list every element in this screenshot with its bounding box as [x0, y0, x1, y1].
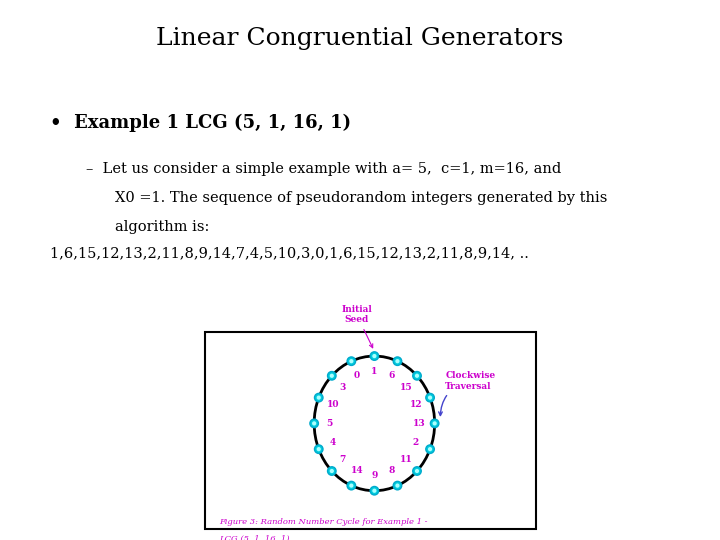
Circle shape [315, 393, 323, 402]
Text: 9: 9 [372, 471, 377, 480]
Text: •  Example 1 LCG (5, 1, 16, 1): • Example 1 LCG (5, 1, 16, 1) [50, 113, 351, 132]
Text: algorithm is:: algorithm is: [115, 220, 210, 234]
Circle shape [328, 467, 336, 475]
Circle shape [413, 372, 421, 380]
Circle shape [395, 359, 400, 363]
Text: 12: 12 [410, 400, 422, 409]
Circle shape [310, 419, 318, 428]
Text: 7: 7 [339, 455, 346, 464]
Circle shape [393, 357, 402, 366]
Circle shape [415, 374, 419, 378]
Text: Linear Congruential Generators: Linear Congruential Generators [156, 27, 564, 50]
Circle shape [426, 445, 434, 454]
Text: 13: 13 [413, 419, 426, 428]
Circle shape [431, 419, 439, 428]
Circle shape [349, 483, 354, 488]
Text: X0 =1. The sequence of pseudorandom integers generated by this: X0 =1. The sequence of pseudorandom inte… [115, 191, 608, 205]
Text: 8: 8 [389, 467, 395, 476]
Circle shape [393, 481, 402, 490]
Circle shape [426, 393, 434, 402]
Circle shape [413, 467, 421, 475]
Text: 3: 3 [339, 383, 346, 392]
Text: 1,6,15,12,13,2,11,8,9,14,7,4,5,10,3,0,1,6,15,12,13,2,11,8,9,14, ..: 1,6,15,12,13,2,11,8,9,14,7,4,5,10,3,0,1,… [50, 247, 529, 261]
Circle shape [433, 421, 437, 426]
Text: 15: 15 [400, 383, 413, 392]
Text: 10: 10 [327, 400, 339, 409]
Text: 0: 0 [354, 372, 360, 380]
Text: 1: 1 [372, 367, 377, 376]
Circle shape [349, 359, 354, 363]
Circle shape [328, 372, 336, 380]
Circle shape [317, 395, 321, 400]
Circle shape [428, 447, 432, 451]
Text: 5: 5 [327, 419, 333, 428]
Text: –  Let us consider a simple example with a= 5,  c=1, m=16, and: – Let us consider a simple example with … [86, 162, 562, 176]
Text: 6: 6 [389, 372, 395, 380]
Circle shape [315, 445, 323, 454]
Text: 14: 14 [351, 467, 363, 476]
Circle shape [372, 489, 377, 493]
Circle shape [370, 487, 379, 495]
Circle shape [428, 395, 432, 400]
Text: LCG (5, 1, 16, 1).: LCG (5, 1, 16, 1). [220, 535, 293, 540]
Circle shape [415, 469, 419, 473]
Circle shape [317, 447, 321, 451]
Circle shape [312, 421, 316, 426]
Circle shape [372, 354, 377, 358]
Text: 2: 2 [413, 438, 419, 447]
Circle shape [370, 352, 379, 360]
Circle shape [395, 483, 400, 488]
Text: Initial
Seed: Initial Seed [341, 305, 373, 348]
Circle shape [347, 481, 356, 490]
Circle shape [330, 374, 334, 378]
Text: 11: 11 [400, 455, 413, 464]
Text: Clockwise
Traversal: Clockwise Traversal [438, 371, 495, 415]
Text: 4: 4 [330, 438, 336, 447]
Text: Figure 3: Random Number Cycle for Example 1 -: Figure 3: Random Number Cycle for Exampl… [220, 518, 428, 526]
Circle shape [330, 469, 334, 473]
Circle shape [347, 357, 356, 366]
Bar [205, 332, 536, 529]
